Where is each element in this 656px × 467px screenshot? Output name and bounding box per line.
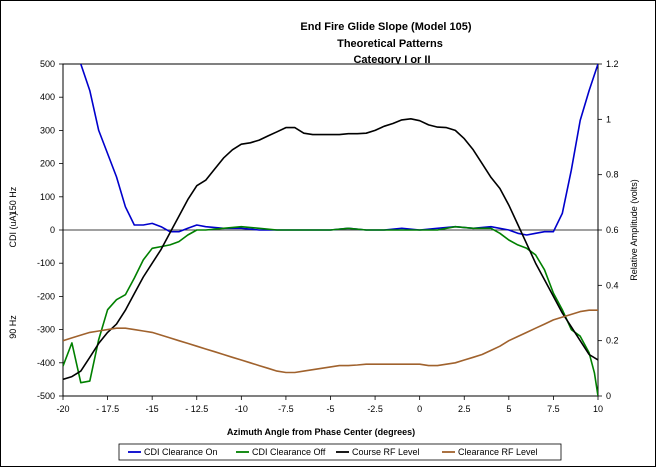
y-axis-left-upper-label: 150 Hz <box>8 186 18 215</box>
course-rf-level-line <box>63 118 598 381</box>
legend-label: Clearance RF Level <box>458 447 538 457</box>
y-left-tick-label: -500 <box>37 391 55 401</box>
x-tick-label: -20 <box>56 404 69 414</box>
y-left-tick-label: 400 <box>40 92 55 102</box>
x-tick-label: -7.5 <box>278 404 294 414</box>
y-right-tick-label: 1 <box>606 114 611 124</box>
x-axis-label: Azimuth Angle from Phase Center (degrees… <box>227 427 415 437</box>
y-axis-right: 1.2 1 0.8 0.6 0.4 0.2 0 <box>598 59 619 401</box>
x-tick-label: 0 <box>417 404 422 414</box>
legend-label: CDI Clearance On <box>144 447 218 457</box>
y-right-tick-label: 0.8 <box>606 170 619 180</box>
x-tick-label: -5 <box>326 404 334 414</box>
y-right-tick-label: 0.4 <box>606 280 619 290</box>
x-tick-label: -15 <box>146 404 159 414</box>
x-tick-label: -2.5 <box>367 404 383 414</box>
x-tick-label: - 17.5 <box>96 404 119 414</box>
y-axis-left-label: CDI (uA) <box>8 212 18 247</box>
y-axis-left-lower-label: 90 Hz <box>8 315 18 339</box>
x-axis: -20 - 17.5 -15 - 12.5 -10 -7.5 -5 -2.5 0 2.5 5 7.5 1… <box>56 396 603 414</box>
y-right-tick-label: 0.6 <box>606 225 619 235</box>
chart-subtitle-2: Category I or II <box>353 54 430 66</box>
y-axis-right-label: Relative Amplitude (volts) <box>629 179 639 281</box>
x-tick-label: 10 <box>593 404 603 414</box>
x-tick-label: - 12.5 <box>185 404 208 414</box>
y-left-tick-label: -100 <box>37 258 55 268</box>
y-left-tick-label: -400 <box>37 358 55 368</box>
chart-subtitle-1: Theoretical Patterns <box>337 38 443 50</box>
y-left-tick-label: 200 <box>40 159 55 169</box>
legend-label: Course RF Level <box>352 447 420 457</box>
y-right-tick-label: 0.2 <box>606 336 619 346</box>
y-left-tick-label: -200 <box>37 291 55 301</box>
cdi-clearance-off-line <box>63 225 598 396</box>
chart-title: End Fire Glide Slope (Model 105) <box>300 21 471 33</box>
x-tick-label: 2.5 <box>458 404 471 414</box>
x-tick-label: 7.5 <box>547 404 560 414</box>
x-tick-label: 5 <box>506 404 511 414</box>
x-tick-label: -10 <box>235 404 248 414</box>
y-left-tick-label: -300 <box>37 325 55 335</box>
y-left-tick-label: 100 <box>40 192 55 202</box>
y-right-tick-label: 0 <box>606 391 611 401</box>
y-left-tick-label: 500 <box>40 59 55 69</box>
series-lines <box>63 64 598 396</box>
clearance-rf-level-line <box>63 309 598 374</box>
y-right-tick-label: 1.2 <box>606 59 619 69</box>
y-axis-left: 500 400 300 200 100 0 -100 -200 -300 -400 -500 <box>37 59 63 401</box>
legend: CDI Clearance On CDI Clearance Off Course … <box>118 443 562 461</box>
y-left-tick-label: 0 <box>50 225 55 235</box>
legend-label: CDI Clearance Off <box>252 447 326 457</box>
y-left-tick-label: 300 <box>40 125 55 135</box>
